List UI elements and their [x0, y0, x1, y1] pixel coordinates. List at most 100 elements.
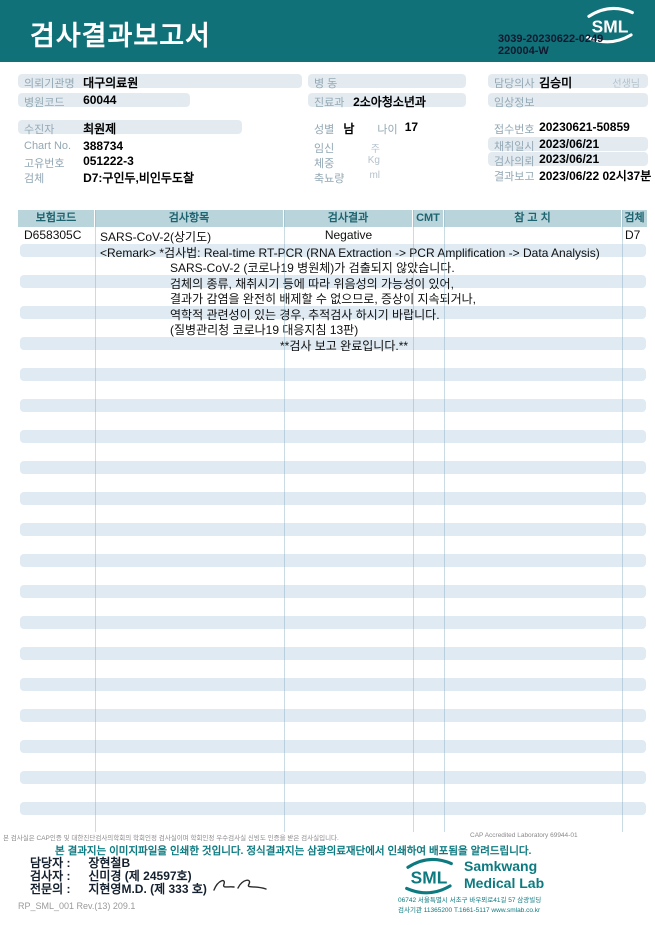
field-ward-label: 병 동 — [314, 78, 338, 90]
field-patient-value: 최원제 — [83, 122, 117, 136]
lab-address-line2: 검사기관 11365200 T.1661-5117 www.smlab.co.k… — [398, 907, 541, 914]
table-row-empty — [18, 398, 648, 414]
cap-statement: 본 검사실은 CAP인증 및 대한진단검사의학회의 학회인정 검사실이며 학회인… — [3, 835, 339, 842]
specialist-name: 지현영M.D. (제 333 호) — [88, 882, 207, 896]
col-header-reference: 참 고 치 — [444, 210, 622, 227]
table-row-empty — [18, 413, 648, 429]
field-sex-label: 성별 — [314, 124, 335, 136]
field-weight: 체중 Kg — [308, 154, 384, 170]
table-row-empty — [18, 615, 648, 631]
table-row-empty — [18, 739, 648, 755]
table-row-empty — [18, 537, 648, 553]
field-chart: Chart No. 388734 — [18, 139, 302, 153]
sml-footer-logo-icon: SML — [405, 857, 453, 895]
field-org: 의뢰기관명 대구의료원 — [18, 74, 302, 90]
lab-name-line2: Medical Lab — [464, 875, 545, 891]
table-cell: D658305C — [24, 228, 82, 242]
table-cell: Negative — [324, 228, 373, 242]
table-row: 검체의 종류, 채취시기 등에 따라 위음성의 가능성이 있어, — [18, 274, 648, 291]
table-row-empty — [18, 630, 648, 646]
field-age-label: 나이 — [377, 124, 398, 136]
field-collect-label: 채취일시 — [494, 141, 535, 153]
table-row-empty — [18, 801, 648, 817]
table-row: 결과가 감염을 완전히 배제할 수 없으므로, 증상이 지속되거나, — [18, 289, 648, 306]
table-row-empty — [18, 382, 648, 398]
field-report-label: 결과보고 — [494, 171, 535, 183]
field-collect-value: 2023/06/21 — [539, 137, 600, 151]
table-row-empty — [18, 754, 648, 770]
results-table: 보험코드 검사항목 검사결과 CMT 참 고 치 검체 D658305C SARS… — [18, 210, 648, 832]
svg-text:SML: SML — [592, 16, 629, 36]
field-doctor-label: 담당의사 — [494, 78, 535, 90]
lab-name-line1: Samkwang — [464, 858, 538, 874]
table-row-empty — [18, 506, 648, 522]
examiner-name: 신미경 (제 24597호) — [88, 869, 192, 883]
field-dept-value: 2소아청소년과 — [353, 95, 426, 109]
table-row: **검사 보고 완료입니다.** — [18, 336, 648, 353]
field-uid-value: 051222-3 — [83, 154, 134, 168]
signature-row-specialist: 전문의 : 지현영M.D. (제 333 호) — [30, 880, 207, 897]
field-clinical-label: 임상정보 — [494, 97, 535, 109]
table-row-empty — [18, 351, 648, 367]
table-row-empty — [18, 460, 648, 476]
examiner-label: 검사자 : — [30, 869, 71, 883]
lab-address-line1: 06742 서울특별시 서초구 바우뫼로41길 57 삼광빌딩 — [398, 897, 542, 904]
field-sex-value: 남 — [343, 122, 355, 136]
field-pregnancy-label: 임신 — [314, 143, 335, 155]
table-row-empty — [18, 816, 648, 832]
field-pregnancy: 임신 주 — [308, 139, 384, 155]
table-row-empty — [18, 367, 648, 383]
field-urine-unit: ml — [369, 170, 380, 181]
field-org-value: 대구의료원 — [83, 76, 139, 90]
field-pregnancy-unit: 주 — [370, 144, 380, 155]
field-request-value: 2023/06/21 — [539, 152, 600, 166]
serial-line2: 220004-W — [498, 45, 549, 57]
field-sex-age: 성별 남 나이 17 — [308, 120, 466, 136]
field-specimen: 검체 D7:구인두,비인두도찰 — [18, 169, 302, 185]
field-clinical: 임상정보 — [488, 93, 648, 109]
table-row: (질병관리청 코로나19 대응지침 13판) — [18, 320, 648, 337]
field-urine: 축뇨량 ml — [308, 169, 384, 185]
table-cell: D7 — [625, 228, 641, 242]
table-row: SARS-CoV-2 (코로나19 병원체)가 검출되지 않았습니다. — [18, 258, 648, 275]
col-header-cmt: CMT — [413, 210, 444, 227]
field-age-value: 17 — [404, 120, 419, 134]
table-row-empty — [18, 444, 648, 460]
table-row: 역학적 관련성이 있는 경우, 추적검사 하시기 바랍니다. — [18, 305, 648, 322]
field-uid-label: 고유번호 — [24, 158, 65, 170]
table-cell: 역학적 관련성이 있는 경우, 추적검사 하시기 바랍니다. — [170, 307, 440, 322]
handwritten-signature — [213, 879, 267, 891]
results-table-rows: D658305C SARS-CoV-2(상기도) Negative D7 <Remark… — [18, 227, 648, 832]
table-row-empty — [18, 568, 648, 584]
field-hospcode-label: 병원코드 — [24, 97, 65, 109]
field-urine-label: 축뇨량 — [314, 173, 345, 185]
col-header-insurance-code: 보험코드 — [18, 210, 95, 227]
manager-label: 담당자 : — [30, 856, 71, 870]
table-row-empty — [18, 708, 648, 724]
field-patient-label: 수진자 — [24, 124, 55, 136]
table-row-empty — [18, 646, 648, 662]
field-weight-unit: Kg — [367, 155, 380, 166]
field-patient: 수진자 최원제 — [18, 120, 242, 136]
signature-row-examiner: 검사자 : 신미경 (제 24597호) — [30, 867, 192, 884]
specialist-label: 전문의 : — [30, 882, 71, 896]
field-dept-label: 진료과 — [314, 97, 345, 109]
field-doctor: 담당의사 김승미 선생님 — [488, 74, 648, 90]
table-row-empty — [18, 692, 648, 708]
table-row: D658305C SARS-CoV-2(상기도) Negative D7 — [18, 227, 648, 244]
field-report: 결과보고 2023/06/22 02시37분 — [488, 167, 655, 183]
col-header-result: 검사결과 — [284, 210, 413, 227]
print-notice: 본 결과지는 이미지파일을 인쇄한 것입니다. 정식결과지는 삼광의료재단에서 … — [55, 845, 532, 857]
table-cell: <Remark> *검사법: Real-time RT-PCR (RNA Ext… — [100, 245, 600, 260]
table-row-empty — [18, 723, 648, 739]
table-row-empty — [18, 661, 648, 677]
lab-address: 06742 서울특별시 서초구 바우뫼로41길 57 삼광빌딩 검사기관 113… — [398, 896, 541, 916]
field-hospcode-value: 60044 — [83, 93, 117, 107]
table-cell: 결과가 감염을 완전히 배제할 수 없으므로, 증상이 지속되거나, — [170, 292, 477, 306]
table-row-empty — [18, 429, 648, 445]
table-cell: **검사 보고 완료입니다.** — [280, 338, 409, 353]
field-ward: 병 동 — [308, 74, 466, 90]
table-row-empty — [18, 491, 648, 507]
results-table-header: 보험코드 검사항목 검사결과 CMT 참 고 치 검체 — [18, 210, 648, 227]
table-row-empty — [18, 475, 648, 491]
